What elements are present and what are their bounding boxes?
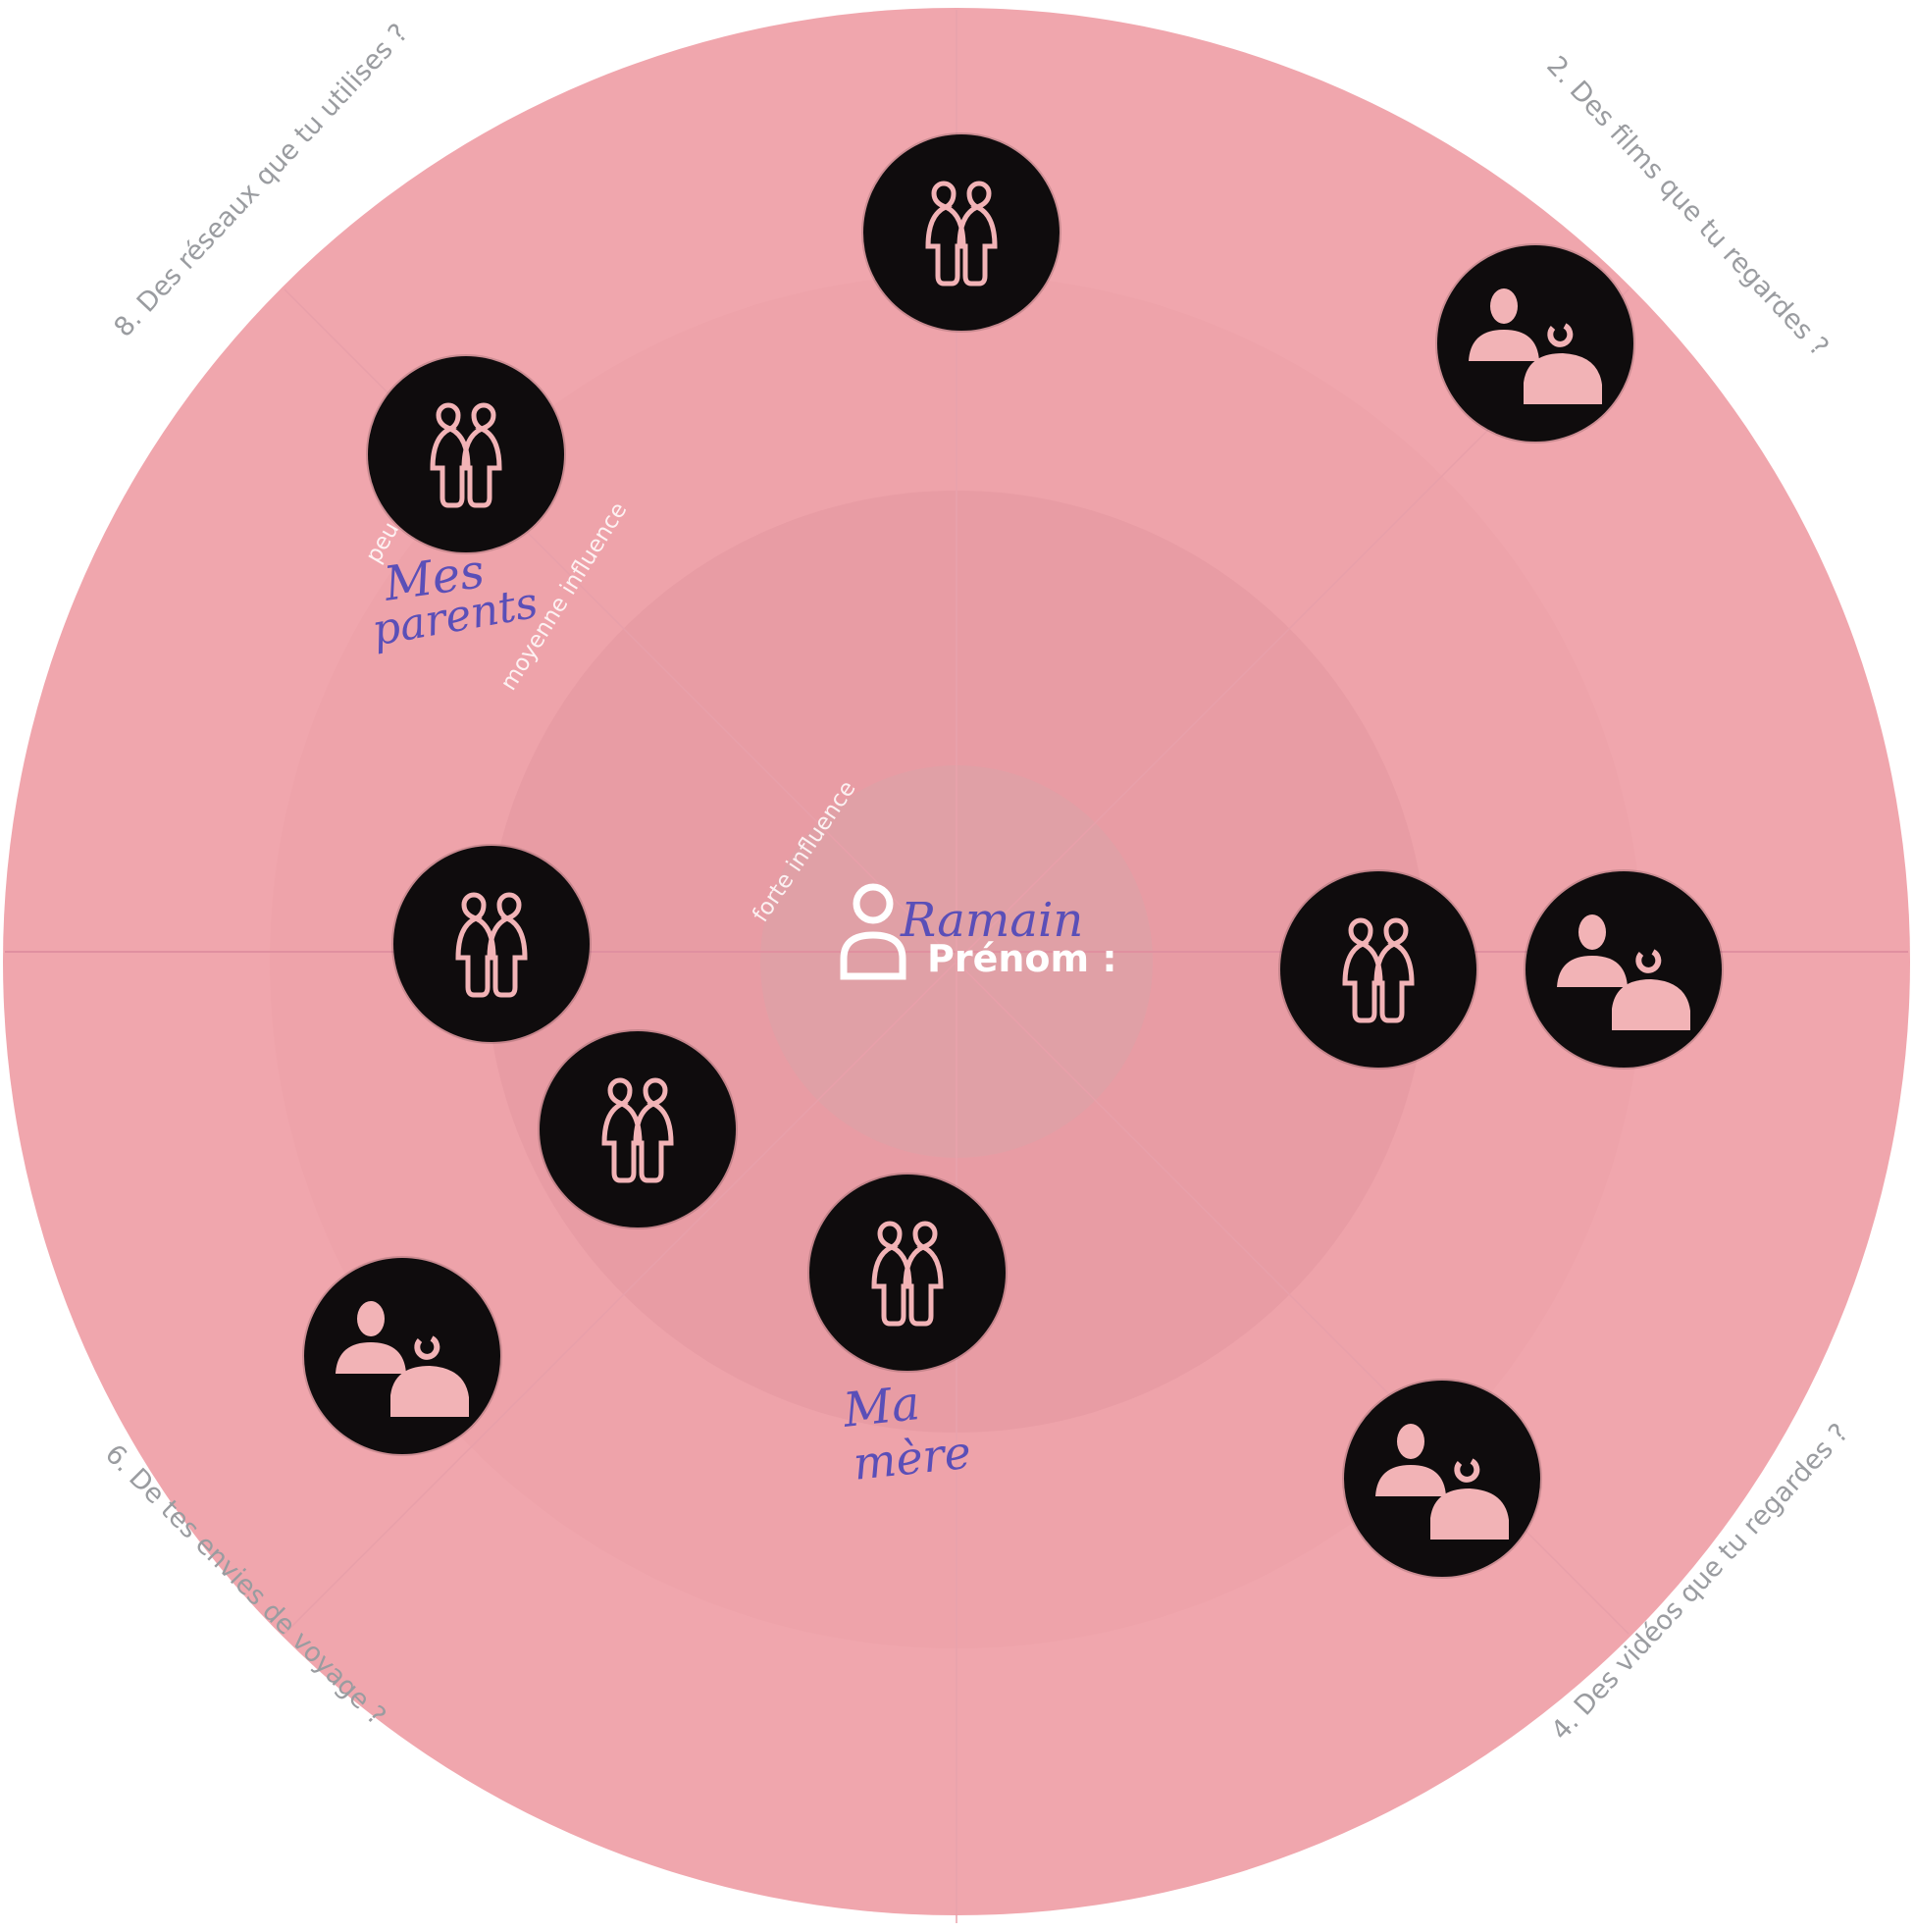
- couple-icon: [1342, 917, 1415, 1023]
- token-friends[interactable]: [1344, 1381, 1540, 1577]
- token-couple[interactable]: [863, 134, 1060, 331]
- friends-icon: [336, 1301, 469, 1417]
- person-outline-icon: [840, 883, 906, 980]
- token-couple[interactable]: [368, 356, 564, 552]
- token-couple[interactable]: [393, 846, 590, 1042]
- token-couple[interactable]: [809, 1175, 1006, 1371]
- couple-icon: [925, 181, 998, 287]
- friends-icon: [1469, 288, 1602, 404]
- divider-diag-2: [284, 288, 1629, 1635]
- token-couple[interactable]: [1280, 871, 1476, 1068]
- couple-icon: [430, 402, 502, 508]
- couple-icon: [871, 1221, 944, 1327]
- name-handwritten[interactable]: Ramain: [901, 893, 1084, 948]
- token-friends[interactable]: [304, 1258, 500, 1454]
- couple-icon: [455, 892, 528, 998]
- friends-icon: [1375, 1424, 1509, 1540]
- note-mother-line1: Ma: [841, 1376, 923, 1438]
- name-label: Prénom :: [927, 937, 1117, 980]
- token-friends[interactable]: [1526, 871, 1722, 1068]
- token-couple[interactable]: [540, 1031, 736, 1227]
- friends-icon: [1557, 914, 1690, 1030]
- couple-icon: [601, 1077, 674, 1183]
- token-friends[interactable]: [1437, 245, 1633, 442]
